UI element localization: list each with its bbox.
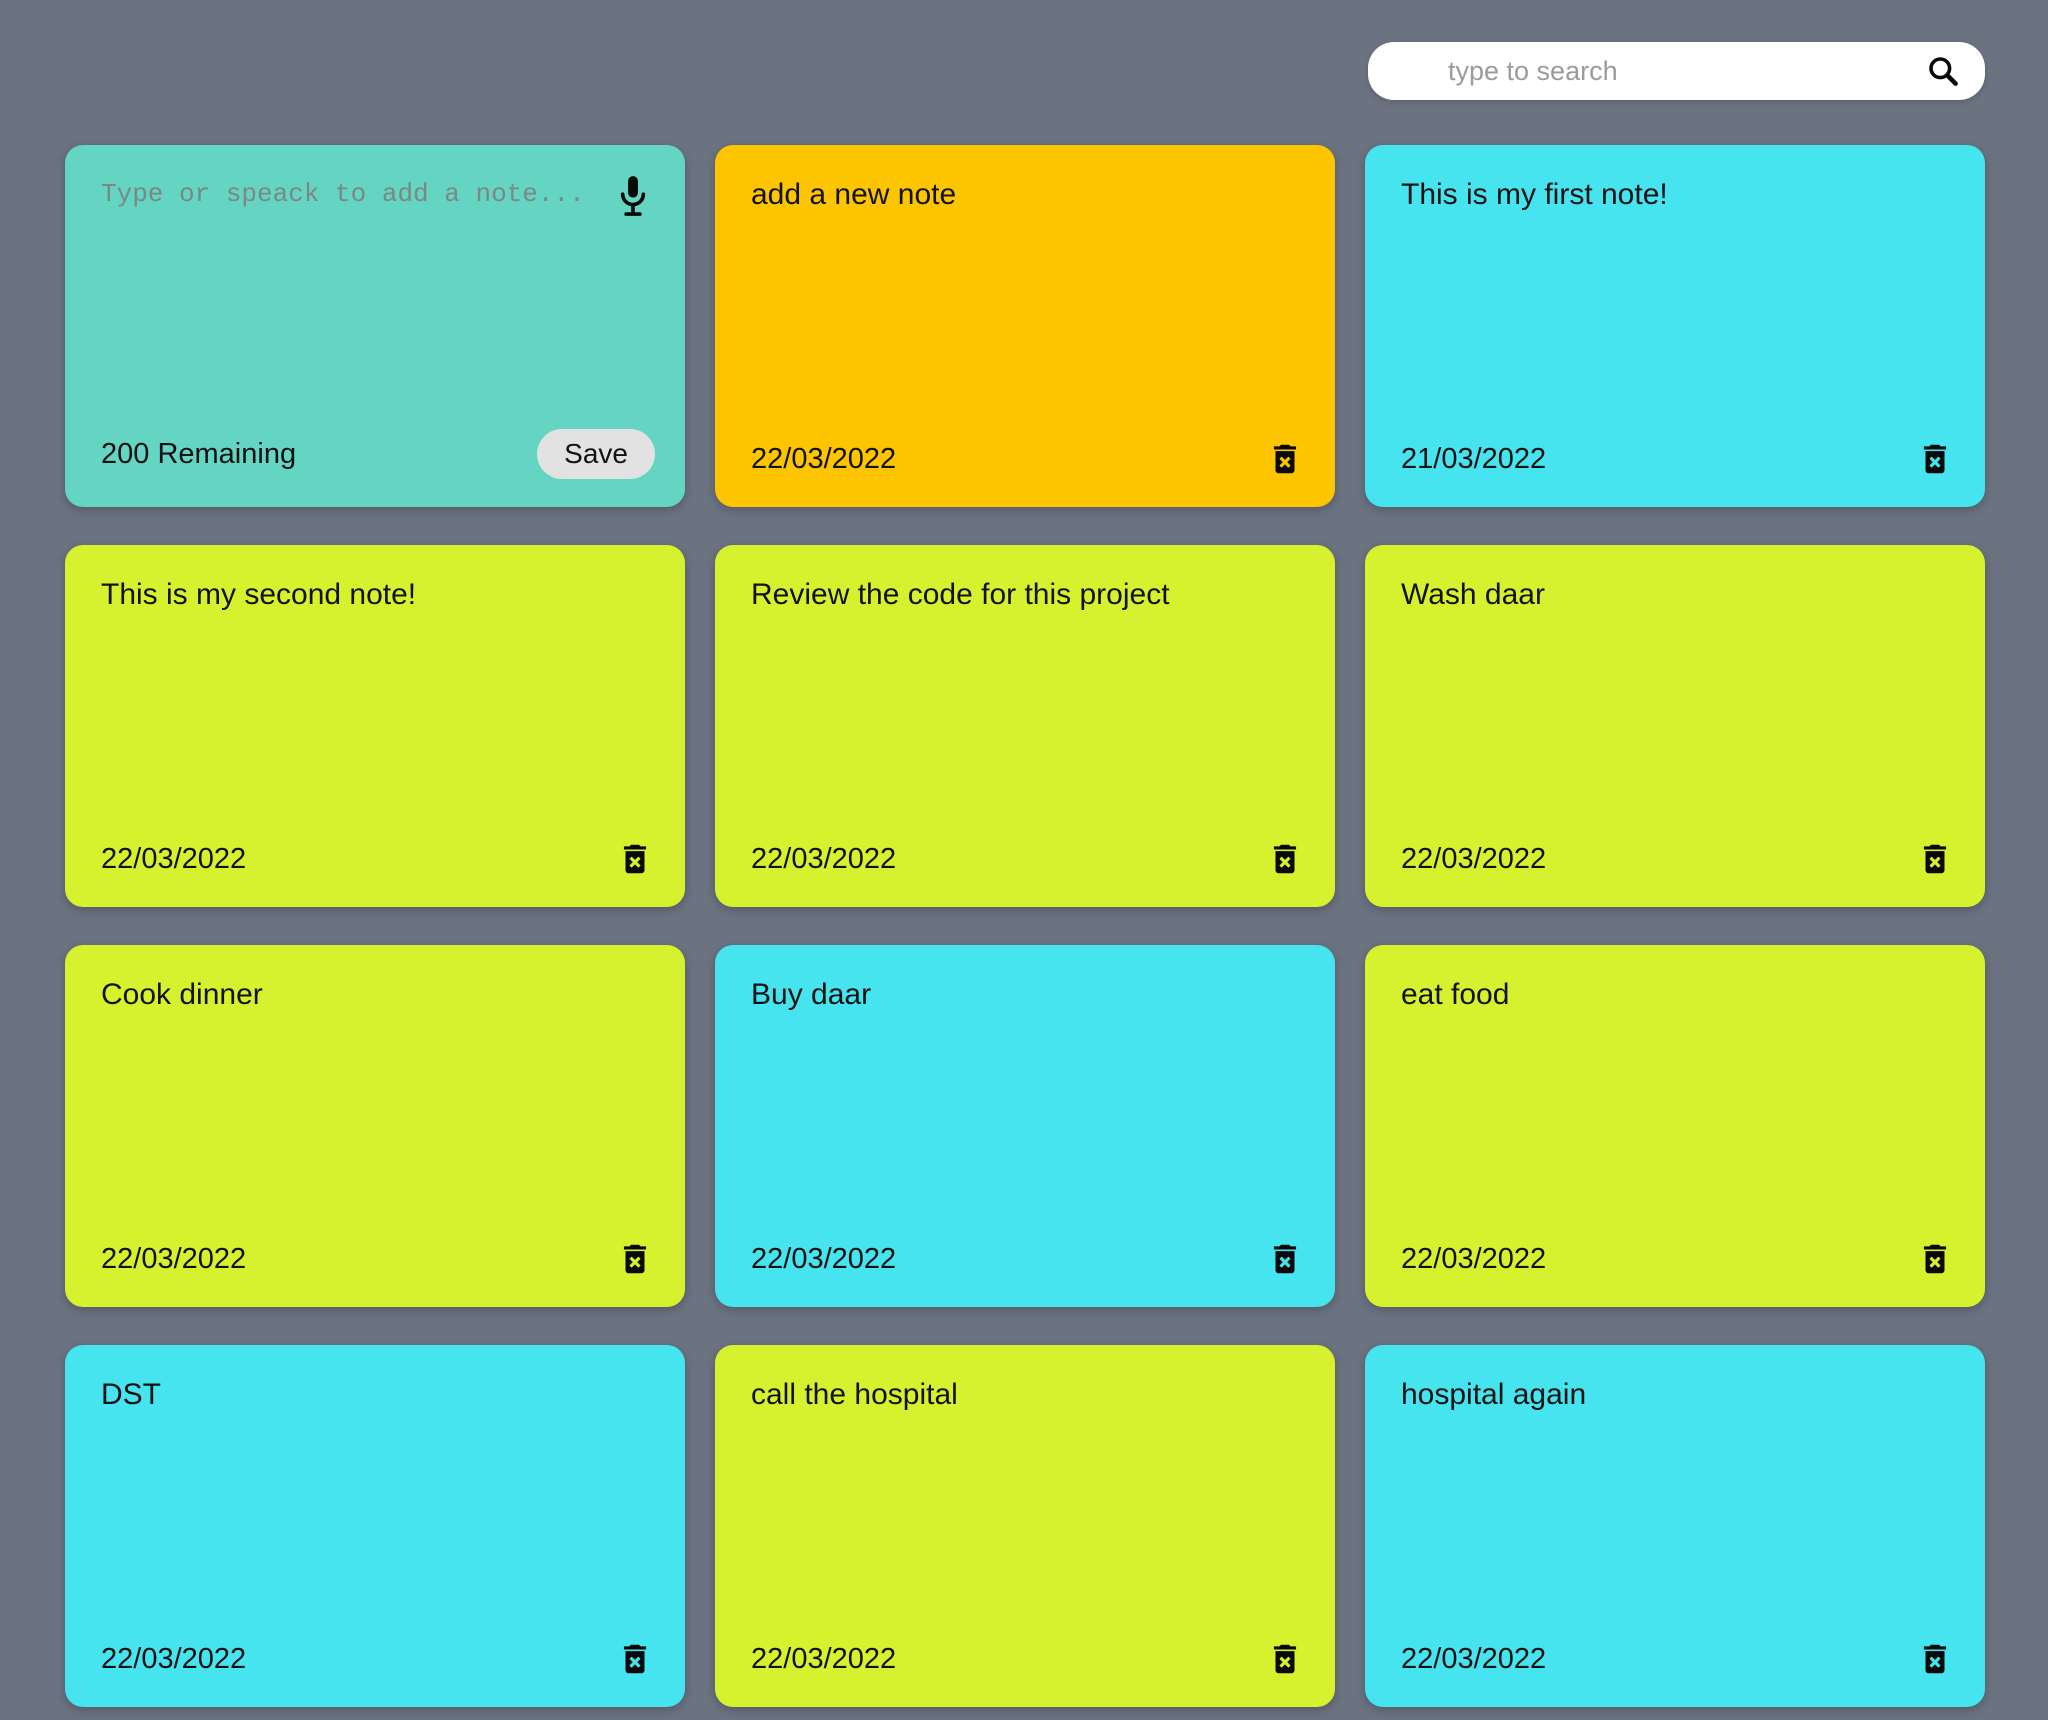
note-date: 22/03/2022 <box>101 1642 247 1675</box>
trash-delete-icon <box>623 1244 647 1274</box>
note-card: add a new note 22/03/2022 <box>715 145 1335 507</box>
composer-card: 200 Remaining Save <box>65 145 685 507</box>
note-card: This is my first note! 21/03/2022 <box>1365 145 1985 507</box>
note-date: 22/03/2022 <box>751 1642 897 1675</box>
note-card: This is my second note! 22/03/2022 <box>65 545 685 907</box>
trash-delete-icon <box>1923 1244 1947 1274</box>
note-footer: 22/03/2022 <box>101 1239 655 1279</box>
note-title: eat food <box>1401 978 1510 1011</box>
composer-input-row <box>101 173 657 373</box>
delete-note-button[interactable] <box>615 1639 655 1679</box>
delete-note-button[interactable] <box>1265 839 1305 879</box>
note-title: Wash daar <box>1401 578 1545 611</box>
delete-note-button[interactable] <box>1265 439 1305 479</box>
note-date: 22/03/2022 <box>751 1242 897 1275</box>
note-title: Cook dinner <box>101 978 263 1011</box>
note-card: Cook dinner 22/03/2022 <box>65 945 685 1307</box>
note-footer: 22/03/2022 <box>101 1639 655 1679</box>
note-title: call the hospital <box>751 1378 958 1411</box>
note-title: Buy daar <box>751 978 872 1011</box>
delete-note-button[interactable] <box>615 839 655 879</box>
note-date: 22/03/2022 <box>751 842 897 875</box>
note-footer: 22/03/2022 <box>751 439 1305 479</box>
note-date: 22/03/2022 <box>1401 842 1547 875</box>
note-title: DST <box>101 1378 161 1411</box>
note-date: 21/03/2022 <box>1401 442 1547 475</box>
delete-note-button[interactable] <box>1915 439 1955 479</box>
search-input[interactable] <box>1368 42 1985 100</box>
note-card: call the hospital 22/03/2022 <box>715 1345 1335 1707</box>
note-title: This is my first note! <box>1401 178 1668 211</box>
note-card: Wash daar 22/03/2022 <box>1365 545 1985 907</box>
delete-note-button[interactable] <box>1265 1639 1305 1679</box>
note-date: 22/03/2022 <box>1401 1642 1547 1675</box>
trash-delete-icon <box>1273 844 1297 874</box>
microphone-icon <box>620 176 646 216</box>
note-footer: 21/03/2022 <box>1401 439 1955 479</box>
composer-footer: 200 Remaining Save <box>101 429 655 479</box>
delete-note-button[interactable] <box>1265 1239 1305 1279</box>
note-footer: 22/03/2022 <box>751 1239 1305 1279</box>
new-note-input[interactable] <box>101 173 609 373</box>
note-title: hospital again <box>1401 1378 1587 1411</box>
search-button[interactable] <box>1925 53 1961 89</box>
trash-delete-icon <box>1273 444 1297 474</box>
note-footer: 22/03/2022 <box>1401 1239 1955 1279</box>
voice-input-button[interactable] <box>609 173 657 225</box>
trash-delete-icon <box>1923 844 1947 874</box>
note-card: Buy daar 22/03/2022 <box>715 945 1335 1307</box>
note-footer: 22/03/2022 <box>1401 1639 1955 1679</box>
delete-note-button[interactable] <box>615 1239 655 1279</box>
note-date: 22/03/2022 <box>101 1242 247 1275</box>
search-icon <box>1929 57 1958 86</box>
note-title: This is my second note! <box>101 578 417 611</box>
note-card: hospital again 22/03/2022 <box>1365 1345 1985 1707</box>
trash-delete-icon <box>1923 1644 1947 1674</box>
note-date: 22/03/2022 <box>751 442 897 475</box>
trash-delete-icon <box>623 844 647 874</box>
trash-delete-icon <box>1923 444 1947 474</box>
characters-remaining-label: 200 Remaining <box>101 437 297 470</box>
note-footer: 22/03/2022 <box>751 1639 1305 1679</box>
delete-note-button[interactable] <box>1915 1239 1955 1279</box>
note-card: eat food 22/03/2022 <box>1365 945 1985 1307</box>
note-date: 22/03/2022 <box>1401 1242 1547 1275</box>
trash-delete-icon <box>1273 1644 1297 1674</box>
note-title: Review the code for this project <box>751 578 1170 611</box>
trash-delete-icon <box>1273 1244 1297 1274</box>
note-card: DST 22/03/2022 <box>65 1345 685 1707</box>
save-button[interactable]: Save <box>537 429 655 479</box>
note-title: add a new note <box>751 178 957 211</box>
note-footer: 22/03/2022 <box>101 839 655 879</box>
search-bar <box>1368 42 1985 100</box>
note-footer: 22/03/2022 <box>751 839 1305 879</box>
delete-note-button[interactable] <box>1915 1639 1955 1679</box>
note-date: 22/03/2022 <box>101 842 247 875</box>
trash-delete-icon <box>623 1644 647 1674</box>
delete-note-button[interactable] <box>1915 839 1955 879</box>
note-card: Review the code for this project 22/03/2… <box>715 545 1335 907</box>
notes-grid: 200 Remaining Save add a new note 22/03/… <box>65 145 1985 1707</box>
note-footer: 22/03/2022 <box>1401 839 1955 879</box>
